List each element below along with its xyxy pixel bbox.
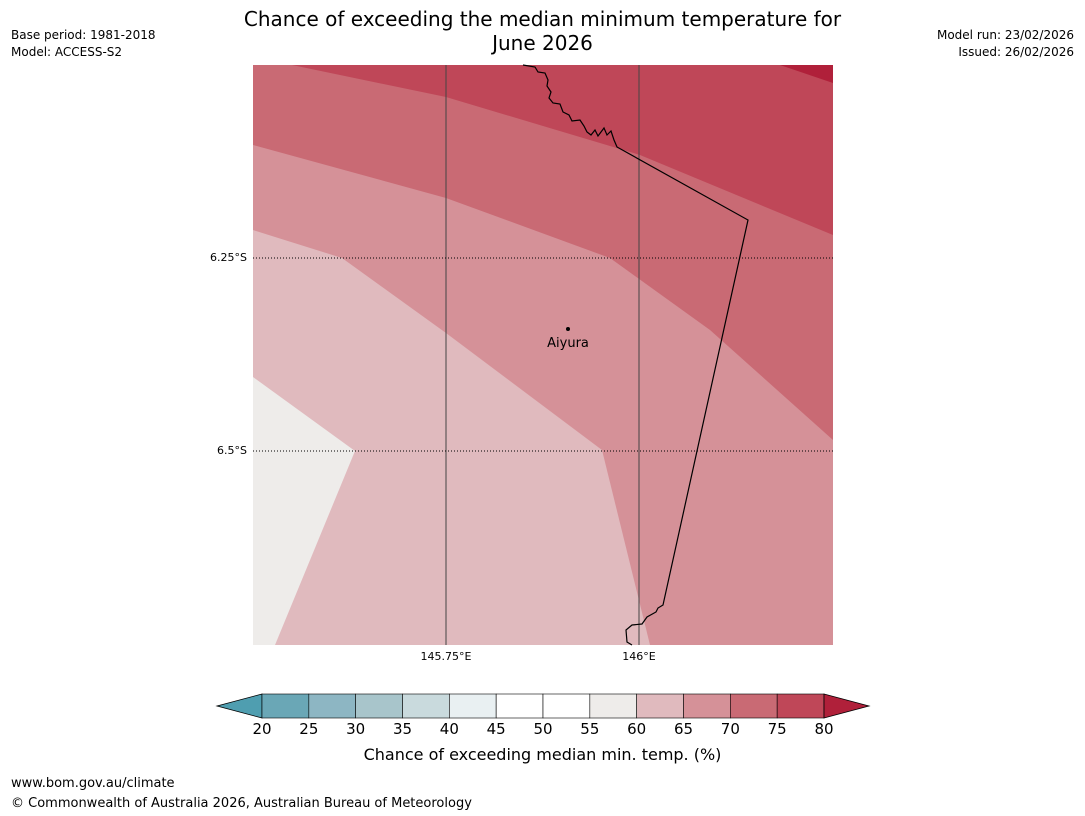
model-run: Model run: 23/02/2026 — [936, 28, 1074, 42]
lat-label-6-5: 6.5°S — [217, 444, 247, 457]
chart-title: Chance of exceeding the median minimum t… — [200, 7, 885, 55]
colorbar-label: Chance of exceeding median min. temp. (%… — [363, 745, 722, 764]
colorbar-tick-label: 70 — [720, 720, 740, 738]
colorbar-tick-label: 80 — [814, 720, 834, 738]
footer-website[interactable]: www.bom.gov.au/climate — [11, 776, 175, 791]
base-period: Base period: 1981-2018 — [11, 28, 156, 42]
colorbar-tick-label: 65 — [673, 720, 694, 738]
model-name: Model: ACCESS-S2 — [11, 45, 123, 59]
forecast-map — [253, 64, 833, 646]
aiyura-marker — [566, 327, 570, 331]
band-80-plus — [780, 65, 833, 83]
colorbar-tick-label: 45 — [486, 720, 506, 738]
title-line-2: June 2026 — [492, 31, 593, 55]
colorbar-tick-label: 75 — [767, 720, 787, 738]
lon-label-145-75: 145.75°E — [420, 650, 472, 663]
band-55-60 — [253, 377, 355, 645]
colorbar-tick-label: 55 — [580, 720, 600, 738]
lon-label-146: 146°E — [622, 650, 656, 663]
colorbar-tick-label: 40 — [439, 720, 459, 738]
meta-right: Model run: 23/02/2026 Issued: 26/02/2026 — [937, 27, 1074, 61]
colorbar-tick-label: 60 — [627, 720, 647, 738]
title-line-1: Chance of exceeding the median minimum t… — [243, 7, 842, 31]
lat-label-6-25: 6.25°S — [210, 251, 247, 264]
footer-copyright: © Commonwealth of Australia 2026, Austra… — [11, 796, 472, 811]
colorbar-tick-label: 30 — [346, 720, 366, 738]
png-border-line — [522, 64, 749, 646]
issued-date: Issued: 26/02/2026 — [958, 45, 1074, 59]
colorbar-tick-label: 35 — [392, 720, 413, 738]
meta-left: Base period: 1981-2018 Model: ACCESS-S2 — [11, 27, 156, 61]
place-label-aiyura: Aiyura — [547, 336, 589, 351]
colorbar-tick-label: 50 — [533, 720, 553, 738]
colorbar-tick-label: 25 — [299, 720, 319, 738]
band-60-65 — [253, 230, 650, 645]
colorbar-tick-label: 20 — [252, 720, 272, 738]
